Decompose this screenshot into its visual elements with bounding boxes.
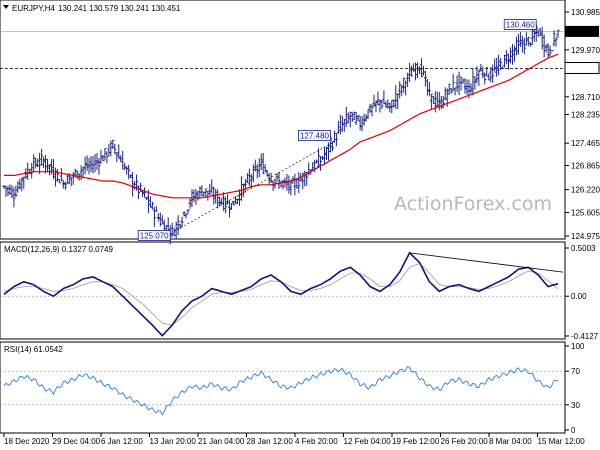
time-tick-label: 15 Mar 12:00	[538, 437, 586, 446]
time-tick-label: 13 Jan 20:00	[150, 437, 197, 446]
rsi-tick-label: 30	[571, 401, 580, 410]
price-tick-label: 125.605	[571, 209, 600, 218]
ma-path	[4, 53, 559, 199]
time-tick-label: 29 Dec 04:00	[53, 437, 101, 446]
macd-axis: 0.5003 0.00 -0.4127	[0, 244, 599, 341]
rsi-label: RSI(14) 61.0542	[4, 345, 63, 354]
annotation-label: 130.460	[506, 21, 535, 30]
ohlc-header: 130.241 130.579 130.241 130.451	[58, 4, 181, 13]
time-tick-label: 21 Jan 04:00	[198, 437, 245, 446]
dashed-trendline	[172, 142, 333, 233]
macd-series	[3, 251, 564, 337]
last-price-text: 130.451	[568, 28, 597, 37]
price-axis: 130.985129.970129.470128.710128.235127.4…	[565, 8, 600, 241]
time-tick-label: 12 Feb 04:00	[344, 437, 392, 446]
rsi-tick-label: 70	[571, 367, 580, 376]
macd-tick-label: 0.5003	[571, 244, 596, 253]
price-tick-label: 127.465	[571, 139, 600, 148]
time-tick-label: 8 Mar 04:00	[489, 437, 532, 446]
annotation-label: 127.480	[300, 132, 329, 141]
time-tick-label: 26 Feb 20:00	[441, 437, 489, 446]
rsi-axis: 100 70 30 0	[0, 342, 585, 435]
macd-tick-label: 0.00	[571, 292, 587, 301]
price-tick-label: 129.970	[571, 46, 600, 55]
time-axis: 18 Dec 2020 29 Dec 04:00 6 Jan 12:00 13 Jan…	[3, 433, 586, 446]
watermark: ActionForex.com	[394, 193, 552, 215]
price-annotations: 127.480 125.070 130.460	[137, 19, 539, 241]
last-price-label: 130.451	[564, 25, 600, 74]
rsi-tick-label: 100	[571, 342, 585, 351]
macd-panel	[0, 241, 566, 340]
macd-divergence-line	[409, 252, 564, 273]
annotation-leader	[169, 232, 173, 236]
symbol-header: EURJPY,H4	[12, 4, 56, 13]
price-tick-label: 128.710	[571, 93, 600, 102]
time-tick-label: 18 Dec 2020	[4, 437, 50, 446]
price-tick-label: 124.975	[571, 232, 600, 241]
macd-line	[3, 251, 559, 337]
last-price-badge	[565, 25, 599, 37]
price-tick-label: 126.220	[571, 186, 600, 195]
rsi-line	[3, 365, 559, 416]
price-panel	[0, 0, 566, 240]
time-tick-label: 28 Jan 12:00	[247, 437, 294, 446]
rsi-tick-label: 0	[571, 426, 576, 435]
price-tick-label: 130.985	[571, 8, 600, 17]
price-tick-label: 126.865	[571, 162, 600, 171]
moving-average-line	[4, 53, 559, 199]
level-badge	[564, 61, 600, 74]
annotation-leader	[535, 24, 539, 32]
macd-label: MACD(12,26,9) 0.1327 0.0749	[4, 245, 114, 254]
time-tick-label: 6 Jan 12:00	[101, 437, 143, 446]
dropdown-triangle-icon[interactable]	[3, 5, 9, 9]
time-tick-label: 4 Feb 20:00	[295, 437, 338, 446]
rsi-panel	[0, 341, 566, 434]
candlestick-series	[2, 24, 560, 245]
price-tick-label: 128.235	[571, 110, 600, 119]
annotation-label: 125.070	[140, 231, 169, 240]
rsi-series	[3, 365, 559, 416]
time-tick-label: 19 Feb 12:00	[392, 437, 440, 446]
annotation-leader	[330, 135, 333, 143]
horizontal-level-line	[0, 31, 565, 69]
macd-tick-label: -0.4127	[571, 332, 599, 341]
